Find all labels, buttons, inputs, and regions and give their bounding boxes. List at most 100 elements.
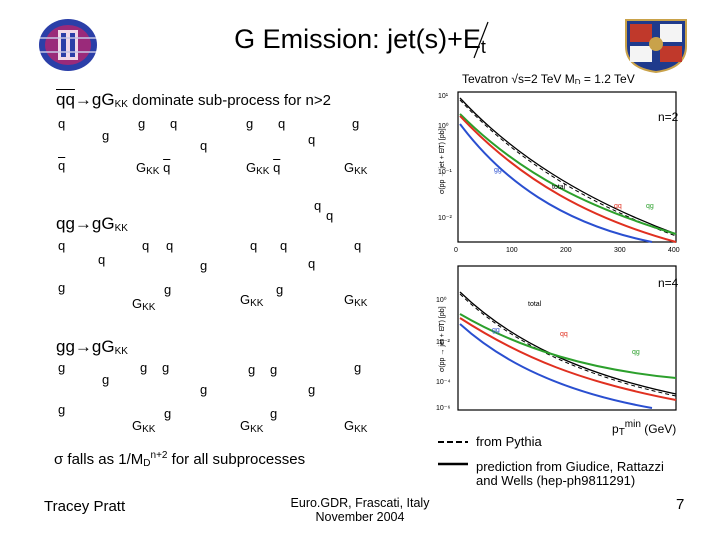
ytick-label: 10⁻² xyxy=(438,215,452,222)
ytick-label: 10⁰ xyxy=(436,296,447,304)
label-g: g xyxy=(138,116,146,131)
label-q: q xyxy=(166,238,174,253)
label-gkk: GKK xyxy=(344,292,368,309)
cdf-logo xyxy=(39,19,97,71)
curve-gg xyxy=(459,323,653,409)
label-gkk: GKK xyxy=(344,160,368,177)
curve-label: qq xyxy=(560,331,568,338)
ytick-label: 10⁰ xyxy=(438,122,449,130)
label-g: g xyxy=(270,406,278,421)
legend-swatches xyxy=(438,441,468,466)
curve-gg xyxy=(459,123,653,243)
label-g: g xyxy=(308,382,316,397)
label-gkk: GKK xyxy=(132,296,156,313)
plot2-n-label: n=4 xyxy=(658,276,679,290)
ytick-label: 10⁻⁶ xyxy=(436,405,450,412)
ytick-label: 10⁻² xyxy=(436,339,450,346)
label-g: g xyxy=(164,406,172,421)
label-g: g xyxy=(354,360,362,375)
label-gkk: GKK xyxy=(240,418,264,435)
page-number: 7 xyxy=(676,496,685,513)
curve-qq xyxy=(459,115,677,243)
label-q: q xyxy=(354,238,362,253)
xtick-label: 100 xyxy=(506,247,518,254)
label-q: q xyxy=(280,238,288,253)
university-crest-logo xyxy=(625,19,687,74)
label-q: q xyxy=(250,238,258,253)
legend-pythia: from Pythia xyxy=(476,434,542,449)
curve-qg xyxy=(459,313,677,379)
label-q: q xyxy=(314,198,322,213)
ytick-label: 10⁻⁴ xyxy=(436,379,451,386)
label-q: q xyxy=(200,138,208,153)
curve-total xyxy=(459,97,677,235)
label-g: g xyxy=(200,258,208,273)
section-qg-heading: qg→gGKK xyxy=(56,214,128,234)
label-g: g xyxy=(58,360,66,375)
label-g: g xyxy=(58,402,66,417)
label-gkk: GKK xyxy=(240,292,264,309)
conference-info: Euro.GDR, Frascati, Italy November 2004 xyxy=(290,496,430,524)
xtick-label: 200 xyxy=(560,247,572,254)
label-q: q xyxy=(58,238,66,253)
sigma-note: σ falls as 1/MDn+2 for all subprocesses xyxy=(54,450,306,469)
label-gkk: GKK xyxy=(132,418,156,435)
label-g: g xyxy=(352,116,360,131)
section-qq-heading: qq→gGKK dominate sub-process for n>2 xyxy=(56,90,331,110)
curve-total-pythia xyxy=(459,293,677,397)
curve-label: total xyxy=(552,184,566,191)
label-q: q xyxy=(98,252,106,267)
label-g: g xyxy=(200,382,208,397)
label-g: g xyxy=(270,362,278,377)
ytick-label: 10⁻¹ xyxy=(438,169,452,176)
legend-prediction: prediction from Giudice, Rattazzi and We… xyxy=(476,459,664,488)
plot-ylabel: σ(pp → jet + E̸T) [pb] xyxy=(438,128,446,194)
title-main: G Emission: jet(s)+E xyxy=(234,24,481,54)
curve-label: qq xyxy=(614,203,622,210)
cross-section-plot-n4: σ(pp → jet + E̸T) [pb] 10⁰ 10⁻² 10⁻⁴ 10⁻… xyxy=(432,262,704,418)
cross-section-plot-n2: σ(pp → jet + E̸T) [pb] 10¹ 10⁰ 10⁻¹ 10⁻²… xyxy=(432,84,704,256)
curve-label: total xyxy=(528,301,542,308)
label-gkk: GKK q xyxy=(246,160,281,177)
label-qbar: q xyxy=(58,158,66,173)
label-q: q xyxy=(170,116,178,131)
x-axis-label: pTmin (GeV) xyxy=(612,419,677,438)
curve-label: qg xyxy=(646,203,654,210)
tevatron-note: Tevatron √s=2 TeV MD = 1.2 TeV xyxy=(462,72,635,87)
xtick-label: 400 xyxy=(668,247,680,254)
label-gkk: GKK q xyxy=(136,160,171,177)
label-q: q xyxy=(142,238,150,253)
label-g: g xyxy=(246,116,254,131)
label-g: g xyxy=(162,360,170,375)
plot-frame xyxy=(457,91,677,243)
xtick-label: 0 xyxy=(454,247,458,254)
label-g: g xyxy=(102,372,110,387)
slide-title: G Emission: jet(s)+Et xyxy=(0,24,720,58)
curve-label: gg xyxy=(492,327,500,334)
label-q: q xyxy=(308,256,316,271)
label-g: g xyxy=(248,362,256,377)
curve-label: qg xyxy=(632,349,640,356)
plot1-n-label: n=2 xyxy=(658,110,679,124)
label-q: q xyxy=(278,116,286,131)
author: Tracey Pratt xyxy=(44,498,126,515)
xtick-label: 300 xyxy=(614,247,626,254)
label-g: g xyxy=(276,282,284,297)
label-g: g xyxy=(164,282,172,297)
label-g: g xyxy=(58,280,66,295)
curve-label: gg xyxy=(494,167,502,174)
label-q: q xyxy=(58,116,66,131)
plot-ylabel: σ(pp → jet + E̸T) [pb] xyxy=(438,306,446,372)
label-q: q xyxy=(326,208,334,223)
label-gkk: GKK xyxy=(344,418,368,435)
curve-qq xyxy=(459,317,677,401)
ytick-label: 10¹ xyxy=(438,93,449,100)
missing-energy-slash xyxy=(473,21,489,59)
plot-frame xyxy=(457,265,677,411)
label-q: q xyxy=(308,132,316,147)
section-gg-heading: gg→gGKK xyxy=(56,337,128,357)
label-g: g xyxy=(140,360,148,375)
title-subscript: t xyxy=(480,37,486,57)
label-g: g xyxy=(102,128,110,143)
curve-qg xyxy=(459,113,677,235)
